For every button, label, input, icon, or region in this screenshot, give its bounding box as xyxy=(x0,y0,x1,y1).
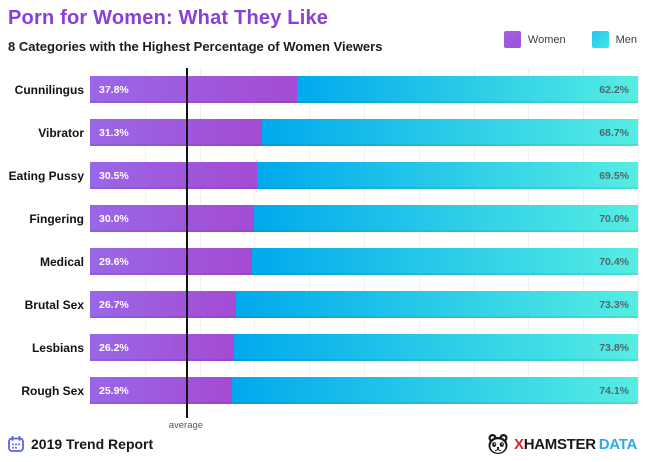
gridline xyxy=(199,68,201,404)
men-bar-segment: 73.3% xyxy=(236,291,638,318)
women-bar-segment: 30.0% xyxy=(90,205,255,232)
women-value-label: 31.3% xyxy=(99,126,129,139)
report-label: 2019 Trend Report xyxy=(31,436,154,452)
average-line xyxy=(185,68,188,418)
women-bar-segment: 29.6% xyxy=(90,248,253,275)
bar-row: Fingering 30.0% 70.0% xyxy=(29,205,638,232)
brand-hamster: HAMSTER xyxy=(523,435,596,453)
men-bar-segment: 69.5% xyxy=(257,162,638,189)
footer: 2019 Trend Report X HAMSTER DATA xyxy=(8,433,637,455)
women-bar-segment: 26.2% xyxy=(90,334,234,361)
trend-report: 2019 Trend Report xyxy=(8,436,153,452)
men-value-label: 70.4% xyxy=(599,255,629,268)
women-bar-segment: 37.8% xyxy=(90,76,298,103)
men-value-label: 73.3% xyxy=(599,298,629,311)
women-value-label: 30.5% xyxy=(99,169,129,182)
category-label: Eating Pussy xyxy=(8,168,84,183)
gridline xyxy=(309,68,311,404)
women-bar-segment: 25.9% xyxy=(90,377,232,404)
men-bar-segment: 73.8% xyxy=(233,334,638,361)
category-label: Cunnilingus xyxy=(14,82,84,97)
gridline xyxy=(254,68,256,404)
men-bar-segment: 62.2% xyxy=(297,76,638,103)
legend-item-men: Men xyxy=(591,31,637,48)
men-value-label: 68.7% xyxy=(599,126,629,139)
bar-row: Eating Pussy 30.5% 69.5% xyxy=(9,162,638,189)
legend: Women Men xyxy=(503,31,637,48)
header: Porn for Women: What They Like 8 Categor… xyxy=(0,0,645,54)
men-value-label: 70.0% xyxy=(599,212,629,225)
gridline xyxy=(473,68,475,404)
legend-item-women: Women xyxy=(503,31,566,48)
bar-row: Cunnilingus 37.8% 62.2% xyxy=(15,76,638,103)
plot-region: average Cunnilingus 37.8% 62.2% Vibrator 31.… xyxy=(9,68,639,431)
category-label: Rough Sex xyxy=(21,383,84,398)
bar-row: Lesbians 26.2% 73.8% xyxy=(32,334,638,361)
brand-data: DATA xyxy=(598,435,638,453)
bar-row: Brutal Sex 26.7% 73.3% xyxy=(25,291,638,318)
page-title: Porn for Women: What They Like xyxy=(8,7,329,29)
women-swatch-icon xyxy=(503,31,521,48)
men-bar-segment: 68.7% xyxy=(261,119,638,146)
men-bar-segment: 70.4% xyxy=(252,248,638,275)
women-value-label: 37.8% xyxy=(99,83,129,96)
women-bar-segment: 30.5% xyxy=(90,162,258,189)
women-bar-segment: 31.3% xyxy=(90,119,262,146)
men-value-label: 69.5% xyxy=(599,169,629,182)
women-value-label: 29.6% xyxy=(99,255,129,268)
women-value-label: 30.0% xyxy=(99,212,129,225)
brand-text: X HAMSTER DATA xyxy=(514,436,637,453)
men-value-label: 74.1% xyxy=(599,384,629,397)
gridline xyxy=(144,68,146,404)
average-label: average xyxy=(168,420,204,431)
gridline xyxy=(364,68,365,404)
women-value-label: 26.2% xyxy=(99,341,129,354)
brand-logo: X HAMSTER DATA xyxy=(486,433,637,455)
gridline xyxy=(418,68,420,404)
men-value-label: 73.8% xyxy=(599,341,629,354)
bar-row: Rough Sex 25.9% 74.1% xyxy=(21,377,638,404)
legend-label-women: Women xyxy=(527,33,566,46)
men-value-label: 62.2% xyxy=(599,83,629,96)
men-swatch-icon xyxy=(591,31,609,48)
category-label: Fingering xyxy=(29,211,84,226)
bar-row: Medical 29.6% 70.4% xyxy=(40,248,638,275)
brand-x: X xyxy=(513,435,524,453)
legend-label-men: Men xyxy=(615,33,637,46)
gridline xyxy=(583,68,585,404)
hamster-icon xyxy=(488,434,508,454)
gridline xyxy=(528,68,530,404)
page-subtitle: 8 Categories with the Highest Percentage… xyxy=(8,39,383,54)
gridline xyxy=(638,68,639,404)
category-label: Medical xyxy=(39,254,84,269)
category-label: Brutal Sex xyxy=(24,297,84,312)
women-value-label: 26.7% xyxy=(99,298,129,311)
women-bar-segment: 26.7% xyxy=(90,291,237,318)
men-bar-segment: 70.0% xyxy=(254,205,638,232)
calendar-icon xyxy=(8,436,24,452)
bar-row: Vibrator 31.3% 68.7% xyxy=(38,119,638,146)
category-label: Lesbians xyxy=(31,340,84,355)
category-label: Vibrator xyxy=(38,125,84,140)
men-bar-segment: 74.1% xyxy=(231,377,638,404)
women-value-label: 25.9% xyxy=(99,384,129,397)
